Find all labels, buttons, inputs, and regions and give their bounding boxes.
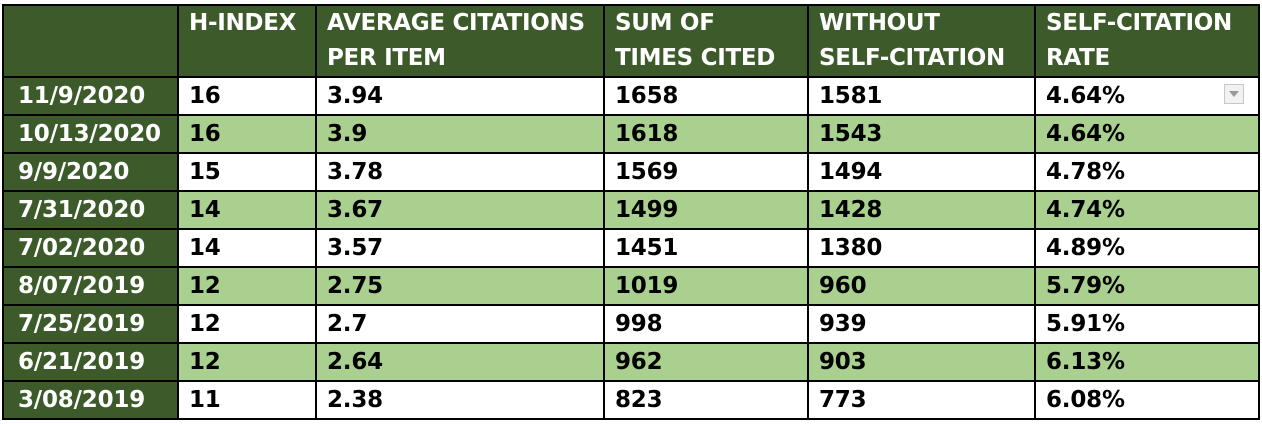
table-row: 10/13/2020 16 3.9 1618 1543 4.64% <box>2 114 1260 154</box>
h-index-cell[interactable]: 16 <box>177 114 317 154</box>
header-label-line: WITHOUT <box>819 10 940 36</box>
h-index-cell[interactable]: 16 <box>177 76 317 116</box>
h-index-cell[interactable]: 12 <box>177 266 317 306</box>
self-citation-rate-cell[interactable]: 5.91% <box>1034 304 1260 344</box>
table-body: 11/9/2020 16 3.94 1658 1581 4.64% 10/13/2020 16… <box>2 76 1260 420</box>
date-cell[interactable]: 9/9/2020 <box>2 152 179 192</box>
header-label-line: SELF-CITATION <box>819 45 1005 71</box>
table-row: 9/9/2020 15 3.78 1569 1494 4.78% <box>2 152 1260 192</box>
header-label-line: TIMES CITED <box>615 45 776 71</box>
h-index-cell[interactable]: 11 <box>177 380 317 420</box>
average-citations-cell[interactable]: 2.75 <box>315 266 605 306</box>
average-citations-header[interactable]: AVERAGE CITATIONS PER ITEM <box>315 4 605 78</box>
average-citations-cell[interactable]: 2.64 <box>315 342 605 382</box>
h-index-cell[interactable]: 12 <box>177 342 317 382</box>
citation-metrics-table: H-INDEX AVERAGE CITATIONS PER ITEM SUM OF TI… <box>2 4 1260 420</box>
table-row: 8/07/2019 12 2.75 1019 960 5.79% <box>2 266 1260 306</box>
average-citations-cell[interactable]: 3.94 <box>315 76 605 116</box>
sum-times-cited-cell[interactable]: 823 <box>603 380 809 420</box>
header-row: H-INDEX AVERAGE CITATIONS PER ITEM SUM OF TI… <box>2 4 1260 78</box>
h-index-cell[interactable]: 12 <box>177 304 317 344</box>
header-label-line: SUM OF <box>615 10 715 36</box>
self-citation-rate-cell[interactable]: 4.78% <box>1034 152 1260 192</box>
self-citation-rate-cell[interactable]: 4.89% <box>1034 228 1260 268</box>
date-cell[interactable]: 7/02/2020 <box>2 228 179 268</box>
header-label-line: RATE <box>1046 45 1110 71</box>
date-cell[interactable]: 10/13/2020 <box>2 114 179 154</box>
header-label-line: H-INDEX <box>189 10 297 36</box>
header-label-line: PER ITEM <box>327 45 446 71</box>
sum-times-cited-cell[interactable]: 998 <box>603 304 809 344</box>
self-citation-rate-cell[interactable]: 4.64% <box>1034 114 1260 154</box>
table-row: 7/31/2020 14 3.67 1499 1428 4.74% <box>2 190 1260 230</box>
sum-times-cited-cell[interactable]: 1658 <box>603 76 809 116</box>
self-citation-rate-cell[interactable]: 5.79% <box>1034 266 1260 306</box>
without-self-citation-cell[interactable]: 1543 <box>807 114 1036 154</box>
without-self-citation-cell[interactable]: 773 <box>807 380 1036 420</box>
without-self-citation-cell[interactable]: 903 <box>807 342 1036 382</box>
date-cell[interactable]: 11/9/2020 <box>2 76 179 116</box>
date-cell[interactable]: 3/08/2019 <box>2 380 179 420</box>
sum-times-cited-header[interactable]: SUM OF TIMES CITED <box>603 4 809 78</box>
sum-times-cited-cell[interactable]: 1618 <box>603 114 809 154</box>
h-index-cell[interactable]: 14 <box>177 190 317 230</box>
date-cell[interactable]: 7/31/2020 <box>2 190 179 230</box>
header-label-line: AVERAGE CITATIONS <box>327 10 585 36</box>
self-citation-rate-header[interactable]: SELF-CITATION RATE <box>1034 4 1260 78</box>
sum-times-cited-cell[interactable]: 1019 <box>603 266 809 306</box>
header-label-line: SELF-CITATION <box>1046 10 1232 36</box>
date-cell[interactable]: 8/07/2019 <box>2 266 179 306</box>
table-row: 11/9/2020 16 3.94 1658 1581 4.64% <box>2 76 1260 116</box>
date-cell[interactable]: 6/21/2019 <box>2 342 179 382</box>
sum-times-cited-cell[interactable]: 962 <box>603 342 809 382</box>
average-citations-cell[interactable]: 2.7 <box>315 304 605 344</box>
table-row: 7/25/2019 12 2.7 998 939 5.91% <box>2 304 1260 344</box>
without-self-citation-cell[interactable]: 1380 <box>807 228 1036 268</box>
h-index-cell[interactable]: 15 <box>177 152 317 192</box>
without-self-citation-header[interactable]: WITHOUT SELF-CITATION <box>807 4 1036 78</box>
average-citations-cell[interactable]: 3.57 <box>315 228 605 268</box>
self-citation-rate-cell[interactable]: 6.08% <box>1034 380 1260 420</box>
without-self-citation-cell[interactable]: 939 <box>807 304 1036 344</box>
self-citation-rate-cell[interactable]: 4.74% <box>1034 190 1260 230</box>
h-index-header[interactable]: H-INDEX <box>177 4 317 78</box>
average-citations-cell[interactable]: 3.78 <box>315 152 605 192</box>
without-self-citation-cell[interactable]: 1428 <box>807 190 1036 230</box>
average-citations-cell[interactable]: 3.9 <box>315 114 605 154</box>
sum-times-cited-cell[interactable]: 1451 <box>603 228 809 268</box>
table-header: H-INDEX AVERAGE CITATIONS PER ITEM SUM OF TI… <box>2 4 1260 78</box>
dropdown-arrow-icon[interactable] <box>1224 84 1244 104</box>
h-index-cell[interactable]: 14 <box>177 228 317 268</box>
without-self-citation-cell[interactable]: 1494 <box>807 152 1036 192</box>
table-row: 6/21/2019 12 2.64 962 903 6.13% <box>2 342 1260 382</box>
self-citation-rate-cell[interactable]: 6.13% <box>1034 342 1260 382</box>
table-row: 3/08/2019 11 2.38 823 773 6.08% <box>2 380 1260 420</box>
sum-times-cited-cell[interactable]: 1569 <box>603 152 809 192</box>
average-citations-cell[interactable]: 3.67 <box>315 190 605 230</box>
corner-header <box>2 4 179 78</box>
without-self-citation-cell[interactable]: 960 <box>807 266 1036 306</box>
sum-times-cited-cell[interactable]: 1499 <box>603 190 809 230</box>
without-self-citation-cell[interactable]: 1581 <box>807 76 1036 116</box>
table-row: 7/02/2020 14 3.57 1451 1380 4.89% <box>2 228 1260 268</box>
self-citation-rate-cell[interactable]: 4.64% <box>1034 76 1260 116</box>
average-citations-cell[interactable]: 2.38 <box>315 380 605 420</box>
date-cell[interactable]: 7/25/2019 <box>2 304 179 344</box>
